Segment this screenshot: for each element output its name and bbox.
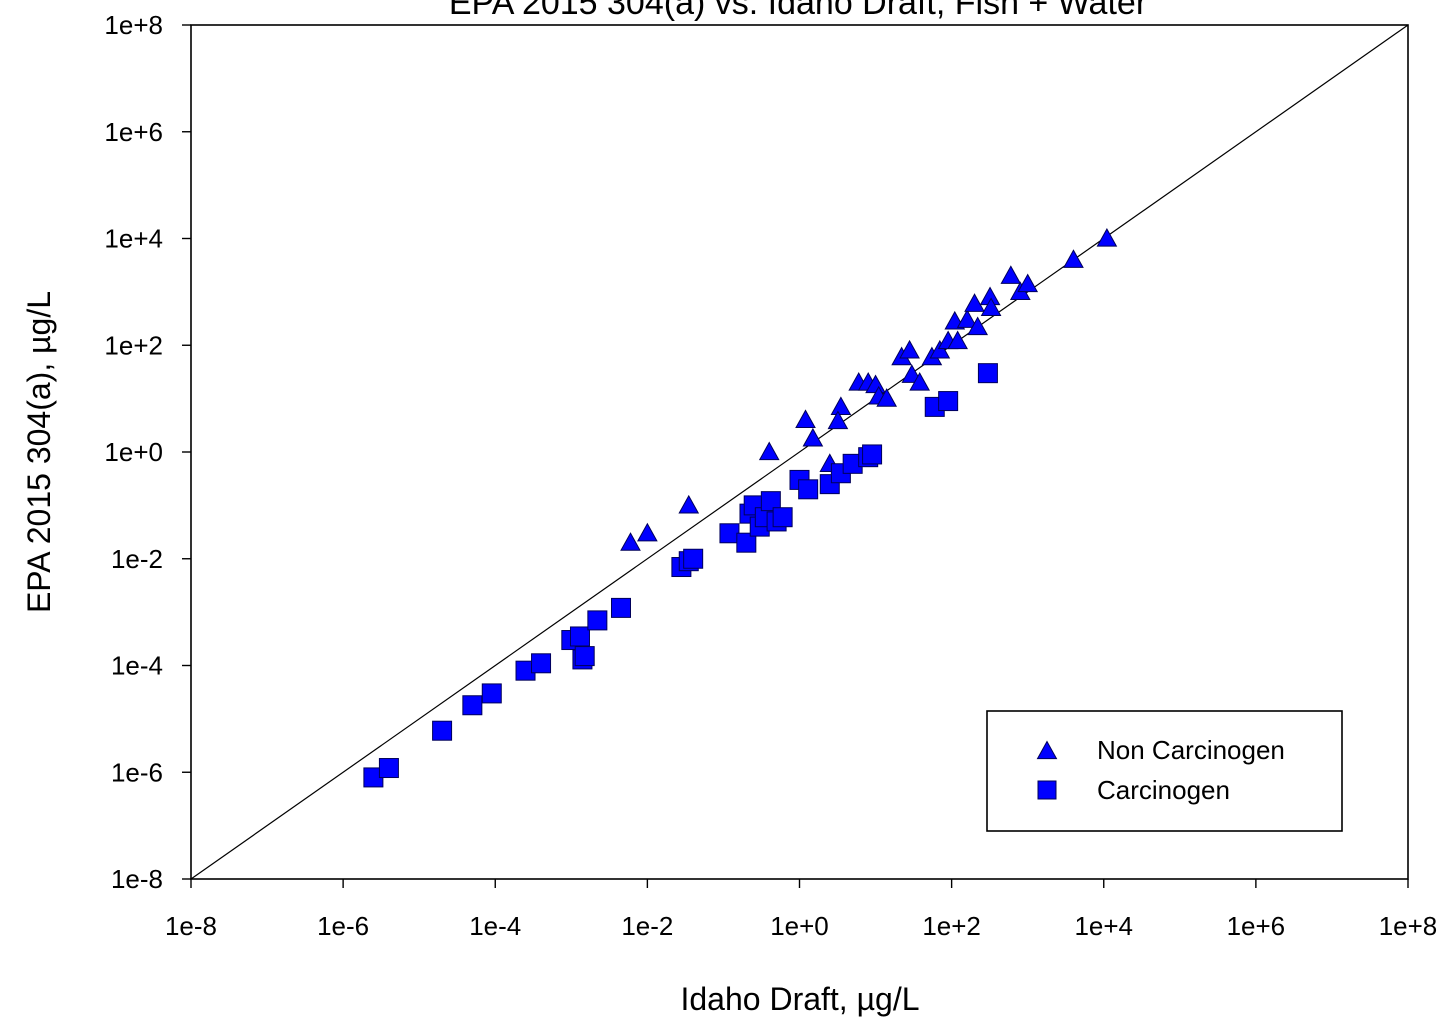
data-point-triangle bbox=[1096, 227, 1118, 247]
data-point-square bbox=[462, 695, 483, 716]
x-tick-label: 1e+8 bbox=[1379, 911, 1438, 941]
data-point-square bbox=[587, 610, 608, 631]
data-point-square bbox=[938, 391, 959, 412]
y-tick-label: 1e-2 bbox=[111, 544, 163, 574]
data-point-triangle bbox=[980, 297, 1002, 317]
plot-content bbox=[190, 24, 1409, 880]
data-point-triangle bbox=[1000, 265, 1022, 284]
x-axis-label: Idaho Draft, µg/L bbox=[680, 981, 919, 1017]
x-tick-label: 1e-4 bbox=[469, 911, 521, 941]
y-tick-label: 1e+4 bbox=[104, 224, 163, 254]
y-tick-label: 1e+6 bbox=[104, 117, 163, 147]
data-point-square bbox=[610, 597, 631, 618]
y-tick-label: 1e-4 bbox=[111, 651, 163, 681]
y-tick-label: 1e+8 bbox=[104, 10, 163, 40]
series-carcinogen bbox=[363, 363, 998, 788]
x-tick-label: 1e-8 bbox=[165, 911, 217, 941]
data-point-square bbox=[719, 523, 740, 544]
data-point-triangle bbox=[830, 396, 852, 415]
legend-label-non-carcinogen: Non Carcinogen bbox=[1097, 735, 1285, 765]
x-tick-label: 1e+0 bbox=[770, 911, 829, 941]
data-point-square bbox=[378, 758, 399, 779]
data-point-square bbox=[772, 507, 793, 528]
data-point-triangle bbox=[678, 494, 700, 514]
data-point-square bbox=[432, 720, 453, 741]
y-axis-label: EPA 2015 304(a), µg/L bbox=[21, 291, 57, 613]
legend-triangle-symbol bbox=[1036, 740, 1058, 760]
data-point-triangle bbox=[956, 309, 978, 328]
y-tick-label: 1e-8 bbox=[111, 864, 163, 894]
data-point-square bbox=[798, 479, 819, 500]
data-point-square bbox=[683, 548, 704, 569]
x-axis: 1e-8 1e-6 1e-4 1e-2 1e+0 1e+2 1e+4 1e+6 1e+8 bbox=[165, 879, 1437, 941]
x-tick-label: 1e+6 bbox=[1227, 911, 1286, 941]
y-tick-label: 1e+2 bbox=[104, 330, 163, 360]
data-point-triangle bbox=[967, 316, 989, 336]
data-point-square bbox=[977, 363, 998, 384]
data-point-triangle bbox=[964, 293, 985, 312]
data-point-triangle bbox=[637, 522, 658, 542]
y-tick-label: 1e-6 bbox=[111, 757, 163, 787]
data-point-triangle bbox=[795, 409, 816, 428]
data-point-square bbox=[736, 532, 757, 553]
legend-label-carcinogen: Carcinogen bbox=[1097, 775, 1230, 805]
x-tick-label: 1e+2 bbox=[922, 911, 981, 941]
data-point-triangle bbox=[899, 339, 920, 359]
data-point-square bbox=[569, 626, 590, 647]
data-point-triangle bbox=[929, 339, 951, 359]
legend-square-marker bbox=[1037, 780, 1057, 800]
data-point-square bbox=[862, 444, 883, 465]
x-tick-label: 1e+4 bbox=[1074, 911, 1133, 941]
data-point-triangle bbox=[620, 532, 641, 551]
data-point-triangle bbox=[1017, 273, 1039, 293]
x-tick-label: 1e-6 bbox=[317, 911, 369, 941]
reference-line-1-to-1 bbox=[190, 24, 1409, 880]
data-point-square bbox=[481, 683, 502, 704]
legend-square-symbol bbox=[1037, 780, 1057, 800]
legend-triangle-marker bbox=[1036, 740, 1058, 760]
x-tick-label: 1e-2 bbox=[621, 911, 673, 941]
data-point-square bbox=[531, 653, 552, 674]
data-point-square bbox=[760, 491, 781, 512]
data-point-triangle bbox=[802, 427, 824, 447]
data-point-triangle bbox=[1063, 249, 1084, 268]
y-axis: 1e-8 1e-6 1e-4 1e-2 1e+0 1e+2 1e+4 1e+6 1e+8 bbox=[104, 10, 191, 894]
chart-title: EPA 2015 304(a) vs. Idaho Draft, Fish + … bbox=[449, 0, 1147, 22]
data-point-square bbox=[574, 646, 595, 667]
y-tick-label: 1e+0 bbox=[104, 437, 163, 467]
legend: Non Carcinogen Carcinogen bbox=[986, 710, 1343, 832]
data-point-triangle bbox=[827, 410, 849, 430]
legend-box bbox=[986, 710, 1343, 832]
data-point-triangle bbox=[876, 388, 898, 407]
data-point-triangle bbox=[758, 441, 780, 461]
data-point-triangle bbox=[909, 372, 931, 391]
data-point-triangle bbox=[947, 330, 968, 350]
